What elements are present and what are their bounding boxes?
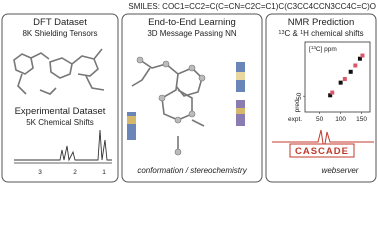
smiles: SMILES: COC1=CC2=C(C=CN=C2C=C1)C(C3CC4CC… [128,2,376,11]
axis-tick-label: 1 [102,169,106,176]
brand: CASCADE [295,146,349,157]
panel-title: Experimental Dataset [15,106,106,117]
panel-subtitle: 8K Shielding Tensors [22,29,97,38]
superscript: 13 [278,30,284,36]
point [330,90,335,95]
superscript: 13 [311,45,317,50]
graphical-abstract: SMILES: COC1=CC2=C(C=CN=C2C=C1)C(C3CC4CC… [1,2,377,183]
x-tick-label: 50 [316,116,324,123]
molecule-icon [13,48,105,95]
x-tick-label: 100 [335,116,346,123]
axis-tick-label: 3 [38,169,42,176]
panel-title: DFT Dataset [33,17,87,28]
axis-tick-label: 2 [73,169,77,176]
y-axis-label: pred. [294,97,301,112]
text: C] ppm [316,46,337,53]
point [348,69,353,74]
plot-frame [304,41,371,113]
panel-caption: webserver [322,166,359,175]
text: [ [309,46,311,53]
panel [121,13,263,183]
point [338,80,343,85]
panel-caption: conformation / stereochemistry [137,166,247,175]
brand-box [289,143,355,158]
point [360,53,365,58]
panel-subtitle: 3D Message Passing NN [147,29,237,38]
spectrum-icon [14,129,112,162]
panel-title: End-to-End Learning [148,17,236,28]
point [328,93,333,98]
feature-blocks [127,62,245,140]
molecule-graph [131,56,206,156]
text: C & [285,29,301,38]
y-tick-label: 50 [296,92,303,100]
panel-title: NMR Prediction [288,17,355,28]
panel [1,13,119,183]
plot-label: [13C] ppm [309,45,337,53]
point [342,77,347,82]
x-axis-label: expt. [288,116,302,123]
point [357,56,362,61]
page: {"smiles": "SMILES: COC1=CC2=C(C=CN=C2C=… [0,0,378,184]
superscript: 1 [300,30,303,36]
text: H chemical shifts [303,29,363,38]
point [353,63,358,68]
x-tick-label: 150 [356,116,367,123]
panel-subtitle: 13C & 1H chemical shifts [278,29,363,38]
panel [265,13,377,183]
panel-subtitle: 5K Chemical Shifts [26,118,94,127]
